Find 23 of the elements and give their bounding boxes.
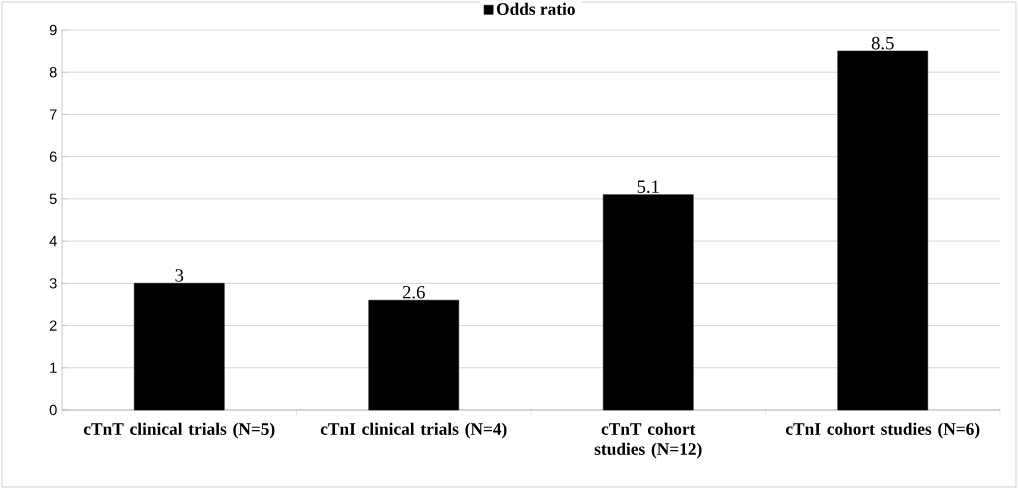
data-label: 8.5 — [871, 36, 894, 50]
bar — [837, 50, 929, 411]
data-label: 3 — [175, 269, 184, 282]
y-tick-label: 5 — [49, 193, 57, 204]
data-label: 5.1 — [637, 180, 659, 194]
y-tick-label: 9 — [49, 24, 57, 36]
data-label: 2.6 — [402, 285, 425, 299]
bar — [602, 194, 694, 411]
y-tick-label: 3 — [49, 278, 57, 289]
bar — [133, 283, 225, 411]
legend-label: Odds ratio — [496, 2, 575, 15]
y-tick-label: 6 — [49, 151, 57, 162]
x-tick-label: cTnI cohort studies (N=6) — [785, 422, 980, 439]
bar — [368, 299, 460, 411]
x-tick-label: cTnI clinical trials (N=4) — [320, 422, 507, 439]
y-tick-label: 7 — [49, 109, 57, 120]
x-tick-label: cTnT cohort studies (N=12) — [594, 422, 702, 459]
y-tick-label: 1 — [50, 362, 57, 373]
y-tick-label: 8 — [49, 67, 57, 78]
y-tick-label: 0 — [49, 404, 57, 416]
y-tick-label: 2 — [49, 320, 57, 331]
x-tick-label: cTnT clinical trials (N=5) — [83, 422, 275, 439]
y-tick-label: 4 — [49, 236, 57, 247]
